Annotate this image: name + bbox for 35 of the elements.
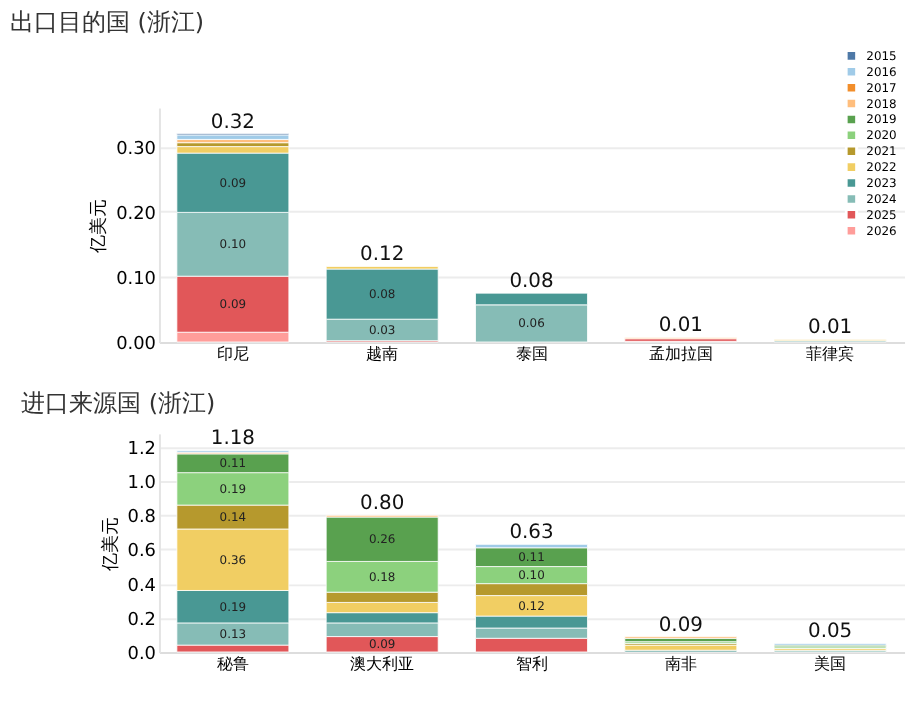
y-tick-label: 0.00 xyxy=(116,334,157,355)
x-tick-label: 菲律宾 xyxy=(806,344,855,363)
total-label: 0.80 xyxy=(360,493,405,516)
total-label: 0.01 xyxy=(808,317,853,340)
y-tick-label: 1.0 xyxy=(127,474,157,495)
x-tick-label: 美国 xyxy=(814,654,847,673)
y-tick-label: 0.2 xyxy=(127,610,156,631)
x-tick-label: 智利 xyxy=(515,654,548,673)
y-tick-label: 0.30 xyxy=(116,139,157,160)
y-tick-label: 0.6 xyxy=(127,542,157,563)
x-tick-label: 越南 xyxy=(366,344,399,363)
y-axis-title: 亿美元 xyxy=(99,516,122,573)
x-tick-label: 南非 xyxy=(664,654,697,673)
y-tick-label: 0.0 xyxy=(127,644,157,665)
y-axis-title: 亿美元 xyxy=(88,198,111,255)
x-tick-label: 孟加拉国 xyxy=(648,344,713,363)
total-label: 0.05 xyxy=(808,621,853,644)
total-label: 0.09 xyxy=(658,614,703,637)
total-label: 0.12 xyxy=(360,244,405,267)
chart-title: 出口目的国 (浙江) xyxy=(9,8,205,37)
x-tick-label: 印尼 xyxy=(216,344,249,363)
total-label: 0.08 xyxy=(509,271,554,294)
x-tick-label: 秘鲁 xyxy=(216,654,249,673)
y-tick-label: 0.20 xyxy=(116,204,157,225)
y-tick-label: 0.8 xyxy=(127,508,157,529)
total-label: 1.18 xyxy=(210,428,255,451)
total-label: 0.32 xyxy=(210,111,255,134)
total-label: 0.63 xyxy=(509,522,554,545)
chart-title: 进口来源国 (浙江) xyxy=(21,388,216,417)
x-tick-label: 澳大利亚 xyxy=(350,654,415,673)
x-tick-label: 泰国 xyxy=(515,344,548,363)
y-tick-label: 0.4 xyxy=(127,576,157,597)
y-tick-label: 1.2 xyxy=(127,439,156,460)
total-label: 0.01 xyxy=(658,315,703,338)
y-tick-label: 0.10 xyxy=(116,269,157,290)
